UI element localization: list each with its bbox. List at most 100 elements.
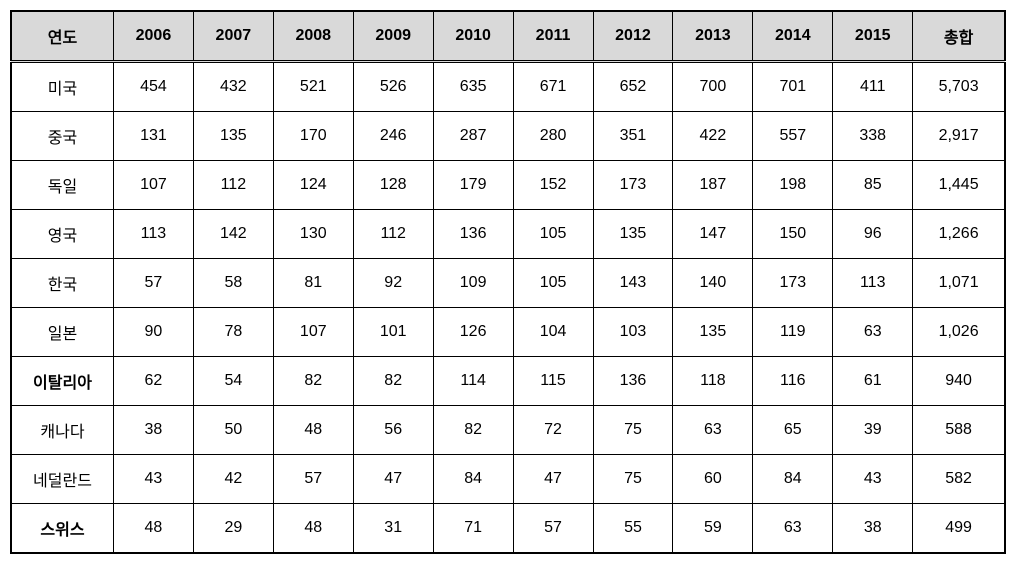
value-cell: 287 [433,112,513,161]
value-cell: 147 [673,210,753,259]
value-cell: 115 [513,357,593,406]
table-row: 네덜란드43425747844775608443582 [11,455,1005,504]
value-cell: 119 [753,308,833,357]
value-cell: 140 [673,259,753,308]
header-2013: 2013 [673,11,753,62]
header-2009: 2009 [353,11,433,62]
header-2015: 2015 [833,11,913,62]
value-cell: 116 [753,357,833,406]
value-cell: 136 [433,210,513,259]
country-cell: 한국 [11,259,113,308]
value-cell: 57 [513,504,593,554]
value-cell: 112 [353,210,433,259]
value-cell: 81 [273,259,353,308]
value-cell: 38 [833,504,913,554]
value-cell: 150 [753,210,833,259]
value-cell: 1,445 [913,161,1005,210]
value-cell: 96 [833,210,913,259]
value-cell: 135 [673,308,753,357]
value-cell: 47 [353,455,433,504]
table-row: 영국113142130112136105135147150961,266 [11,210,1005,259]
value-cell: 56 [353,406,433,455]
value-cell: 130 [273,210,353,259]
header-2014: 2014 [753,11,833,62]
value-cell: 582 [913,455,1005,504]
value-cell: 107 [273,308,353,357]
value-cell: 61 [833,357,913,406]
country-cell: 이탈리아 [11,357,113,406]
country-cell: 스위스 [11,504,113,554]
value-cell: 173 [753,259,833,308]
table-row: 일본9078107101126104103135119631,026 [11,308,1005,357]
value-cell: 112 [193,161,273,210]
value-cell: 114 [433,357,513,406]
value-cell: 62 [113,357,193,406]
value-cell: 142 [193,210,273,259]
value-cell: 135 [193,112,273,161]
value-cell: 82 [433,406,513,455]
value-cell: 143 [593,259,673,308]
value-cell: 671 [513,62,593,112]
value-cell: 126 [433,308,513,357]
value-cell: 557 [753,112,833,161]
value-cell: 63 [833,308,913,357]
table-header-row: 연도 2006 2007 2008 2009 2010 2011 2012 20… [11,11,1005,62]
value-cell: 92 [353,259,433,308]
value-cell: 652 [593,62,673,112]
value-cell: 48 [273,504,353,554]
value-cell: 113 [113,210,193,259]
data-table: 연도 2006 2007 2008 2009 2010 2011 2012 20… [10,10,1006,554]
value-cell: 63 [753,504,833,554]
value-cell: 588 [913,406,1005,455]
value-cell: 78 [193,308,273,357]
value-cell: 55 [593,504,673,554]
value-cell: 101 [353,308,433,357]
value-cell: 43 [833,455,913,504]
table-row: 미국4544325215266356716527007014115,703 [11,62,1005,112]
value-cell: 187 [673,161,753,210]
value-cell: 173 [593,161,673,210]
value-cell: 135 [593,210,673,259]
value-cell: 54 [193,357,273,406]
value-cell: 39 [833,406,913,455]
value-cell: 170 [273,112,353,161]
value-cell: 57 [273,455,353,504]
header-2006: 2006 [113,11,193,62]
value-cell: 85 [833,161,913,210]
value-cell: 118 [673,357,753,406]
value-cell: 43 [113,455,193,504]
value-cell: 701 [753,62,833,112]
value-cell: 47 [513,455,593,504]
value-cell: 63 [673,406,753,455]
value-cell: 246 [353,112,433,161]
value-cell: 71 [433,504,513,554]
value-cell: 1,266 [913,210,1005,259]
value-cell: 31 [353,504,433,554]
value-cell: 104 [513,308,593,357]
value-cell: 2,917 [913,112,1005,161]
value-cell: 411 [833,62,913,112]
country-cell: 일본 [11,308,113,357]
country-cell: 영국 [11,210,113,259]
table-row: 중국1311351702462872803514225573382,917 [11,112,1005,161]
table-row: 독일107112124128179152173187198851,445 [11,161,1005,210]
value-cell: 124 [273,161,353,210]
value-cell: 338 [833,112,913,161]
value-cell: 82 [273,357,353,406]
value-cell: 1,071 [913,259,1005,308]
value-cell: 128 [353,161,433,210]
value-cell: 107 [113,161,193,210]
country-cell: 독일 [11,161,113,210]
value-cell: 60 [673,455,753,504]
country-cell: 중국 [11,112,113,161]
value-cell: 152 [513,161,593,210]
value-cell: 635 [433,62,513,112]
value-cell: 105 [513,259,593,308]
value-cell: 48 [273,406,353,455]
value-cell: 29 [193,504,273,554]
value-cell: 84 [433,455,513,504]
value-cell: 700 [673,62,753,112]
country-cell: 미국 [11,62,113,112]
value-cell: 82 [353,357,433,406]
value-cell: 42 [193,455,273,504]
